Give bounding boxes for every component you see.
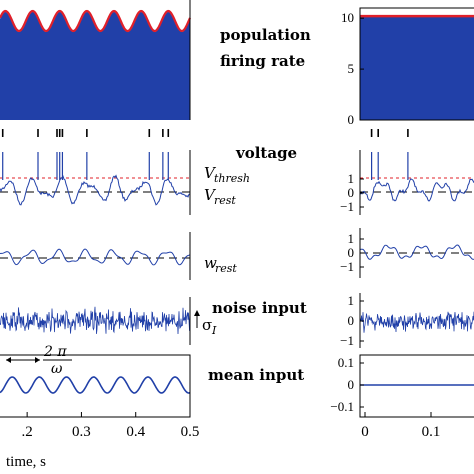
- population-label-line1: population: [220, 26, 311, 44]
- right-spike-raster: [370, 129, 409, 137]
- right-noise-panel: −1 0 1: [340, 293, 474, 348]
- v-thresh-label: V thresh: [204, 164, 250, 185]
- left-xtick-label: 0.3: [72, 424, 91, 440]
- left-noise-panel: [0, 297, 191, 345]
- sigma-subscript: I: [211, 324, 217, 337]
- mean-input-label: mean input: [208, 366, 304, 384]
- x-axis-label: time, s: [6, 454, 46, 470]
- left-mean-trace: [0, 376, 191, 394]
- v-thresh-symbol: V: [204, 164, 217, 182]
- w-rest-subscript: rest: [215, 262, 237, 275]
- right-mean-input-panel: −0.1 0 0.1: [330, 355, 474, 414]
- noise-input-label: noise input: [212, 299, 307, 317]
- v-rest-symbol: V: [204, 186, 217, 204]
- right-voltage-ytick-label: 1: [348, 171, 355, 186]
- right-w-ytick-label: 0: [348, 245, 355, 260]
- w-rest-label: w rest: [204, 254, 237, 275]
- sigma-label: σ I: [194, 310, 217, 337]
- period-numerator: 2 π: [43, 344, 67, 360]
- right-voltage-ytick-label: −1: [340, 199, 354, 214]
- left-voltage-panel: [0, 150, 191, 215]
- right-xtick-label: 0: [361, 424, 369, 440]
- right-w-ytick-label: 1: [348, 231, 355, 246]
- right-w-trace: [359, 244, 474, 260]
- right-voltage-panel: −101: [340, 150, 474, 215]
- right-population-ytick-label: 10: [341, 10, 354, 25]
- left-population-panel: [0, 0, 192, 120]
- left-voltage-trace: [0, 174, 191, 206]
- right-xtick-label: 0.1: [422, 424, 441, 440]
- left-xtick-label: .2: [22, 424, 33, 440]
- left-adaptation-panel: [0, 232, 191, 280]
- left-mean-input-panel: [0, 376, 191, 394]
- right-mean-ytick-label: 0.1: [338, 355, 354, 370]
- right-noise-trace: [359, 311, 474, 333]
- right-population-ytick-label: 0: [348, 112, 355, 127]
- w-rest-symbol: w: [204, 254, 217, 272]
- voltage-label: voltage: [235, 144, 297, 162]
- right-voltage-ytick-label: 0: [348, 185, 355, 200]
- period-annotation: 2 π ω: [6, 344, 72, 377]
- period-arrow-left: [6, 357, 11, 363]
- period-denominator: ω: [51, 361, 63, 377]
- right-mean-ytick-label: −0.1: [330, 399, 354, 414]
- sigma-arrow-head: [194, 310, 200, 316]
- left-bottom-frame: [0, 354, 191, 418]
- v-thresh-subscript: thresh: [214, 172, 250, 185]
- left-w-trace: [0, 248, 191, 266]
- right-population-area: [360, 16, 474, 120]
- right-population-frame: [359, 7, 474, 121]
- left-xtick-label: 0.4: [126, 424, 145, 440]
- left-spike-raster: [1, 129, 170, 137]
- right-voltage-trace: [359, 178, 474, 202]
- v-rest-subscript: rest: [214, 194, 236, 207]
- v-rest-label: V rest: [204, 186, 236, 207]
- left-population-area: [0, 12, 190, 120]
- right-noise-ytick-label: 0: [348, 313, 355, 328]
- right-w-ytick-label: −1: [340, 259, 354, 274]
- sigma-symbol: σ: [202, 316, 212, 334]
- right-x-axis: 0 0.1: [359, 354, 474, 440]
- right-noise-ytick-label: −1: [340, 333, 354, 348]
- right-population-panel: 0 5 10: [341, 7, 474, 127]
- right-adaptation-panel: −101: [340, 228, 474, 278]
- population-label-line2: firing rate: [220, 52, 305, 70]
- left-xtick-label: 0.5: [181, 424, 200, 440]
- right-noise-ytick-label: 1: [348, 293, 355, 308]
- left-noise-trace: [0, 306, 191, 335]
- left-population-curve: [0, 9, 192, 33]
- right-mean-ytick-label: 0: [348, 377, 355, 392]
- period-arrow-right: [35, 357, 40, 363]
- right-bottom-frame: [359, 354, 474, 418]
- right-population-ytick-label: 5: [348, 61, 355, 76]
- left-x-axis: .2 0.3 0.4 0.5: [0, 354, 200, 440]
